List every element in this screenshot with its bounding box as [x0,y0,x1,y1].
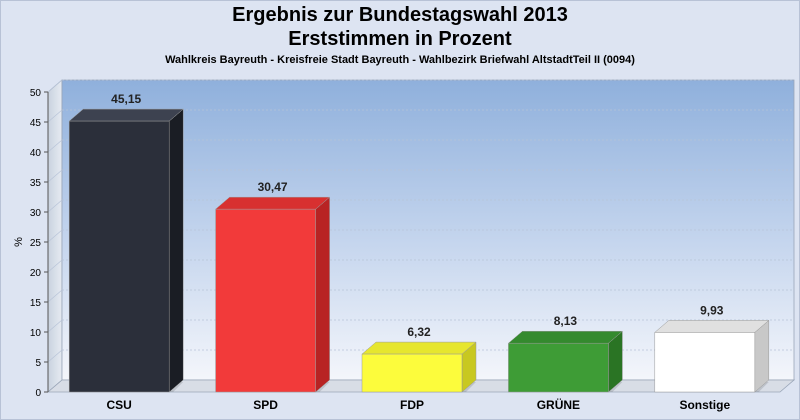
grid-line-side [47,169,63,183]
bar-top [507,330,624,344]
bar-side [315,196,330,393]
data-label: 9,93 [700,303,724,317]
chart-title-2: Erststimmen in Prozent [288,28,512,50]
bar-top [214,196,331,210]
bar [508,342,609,393]
grid-line-side [47,229,63,243]
bar [654,332,756,393]
y-tick-label: 10 [30,328,42,339]
data-label: 30,47 [258,180,288,194]
y-tick-label: 20 [30,268,42,279]
grid-line-side [47,349,63,363]
y-tick-label: 15 [30,298,42,309]
bar [215,208,316,393]
bar [361,353,463,393]
grid-line-side [47,289,63,303]
x-tick-label: Sonstige [679,398,730,412]
bar-top [654,320,770,333]
data-label: 45,15 [111,92,141,106]
data-label: 8,13 [554,314,578,328]
grid-line-side [47,199,63,213]
y-tick-label: 40 [30,148,42,159]
bar [68,120,170,393]
y-tick-label: 50 [30,88,42,99]
y-tick-label: 0 [35,388,41,399]
x-tick-label: FDP [400,398,424,412]
bar-top [68,108,184,122]
x-tick-label: CSU [107,398,132,412]
y-tick-label: 30 [30,208,42,219]
chart-title: Ergebnis zur Bundestagswahl 2013 [232,4,568,26]
x-tick-label: SPD [253,398,278,412]
grid-line-side [47,139,63,153]
chart-subtitle: Wahlkreis Bayreuth - Kreisfreie Stadt Ba… [165,54,635,66]
grid-line-side [47,259,63,273]
y-tick-label: 5 [35,358,41,369]
y-tick-label: 25 [30,238,42,249]
bar-side [754,319,770,393]
data-label: 6,32 [407,325,431,339]
y-tick-label: 45 [30,118,42,129]
grid-line-side [47,319,63,333]
bar-top [361,341,477,355]
grid-line-side [47,79,63,93]
x-tick-label: GRÜNE [537,397,580,412]
y-axis-label: % [13,237,25,247]
bar-side [168,108,184,393]
y-tick-label: 35 [30,178,42,189]
grid-line-side [47,109,63,123]
